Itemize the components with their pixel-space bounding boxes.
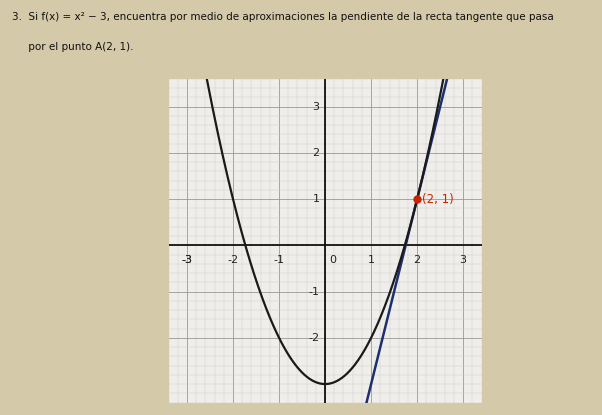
Text: 2: 2 (414, 256, 421, 266)
Text: (2, 1): (2, 1) (422, 193, 453, 205)
Text: -1: -1 (273, 256, 285, 266)
Text: -1: -1 (309, 287, 320, 297)
Text: -3: -3 (181, 256, 193, 266)
Text: 3.  Si f(x) = x² − 3, encuentra por medio de aproximaciones la pendiente de la r: 3. Si f(x) = x² − 3, encuentra por medio… (12, 12, 554, 22)
Text: 1: 1 (368, 256, 374, 266)
Text: -2: -2 (308, 333, 320, 343)
Text: 3: 3 (312, 102, 320, 112)
Text: -2: -2 (228, 256, 238, 266)
Text: 2: 2 (312, 148, 320, 158)
Text: 3: 3 (460, 256, 467, 266)
Text: 0: 0 (329, 256, 336, 266)
Text: -3: -3 (181, 256, 193, 266)
Text: 1: 1 (312, 194, 320, 204)
Text: por el punto A(2, 1).: por el punto A(2, 1). (12, 42, 134, 51)
